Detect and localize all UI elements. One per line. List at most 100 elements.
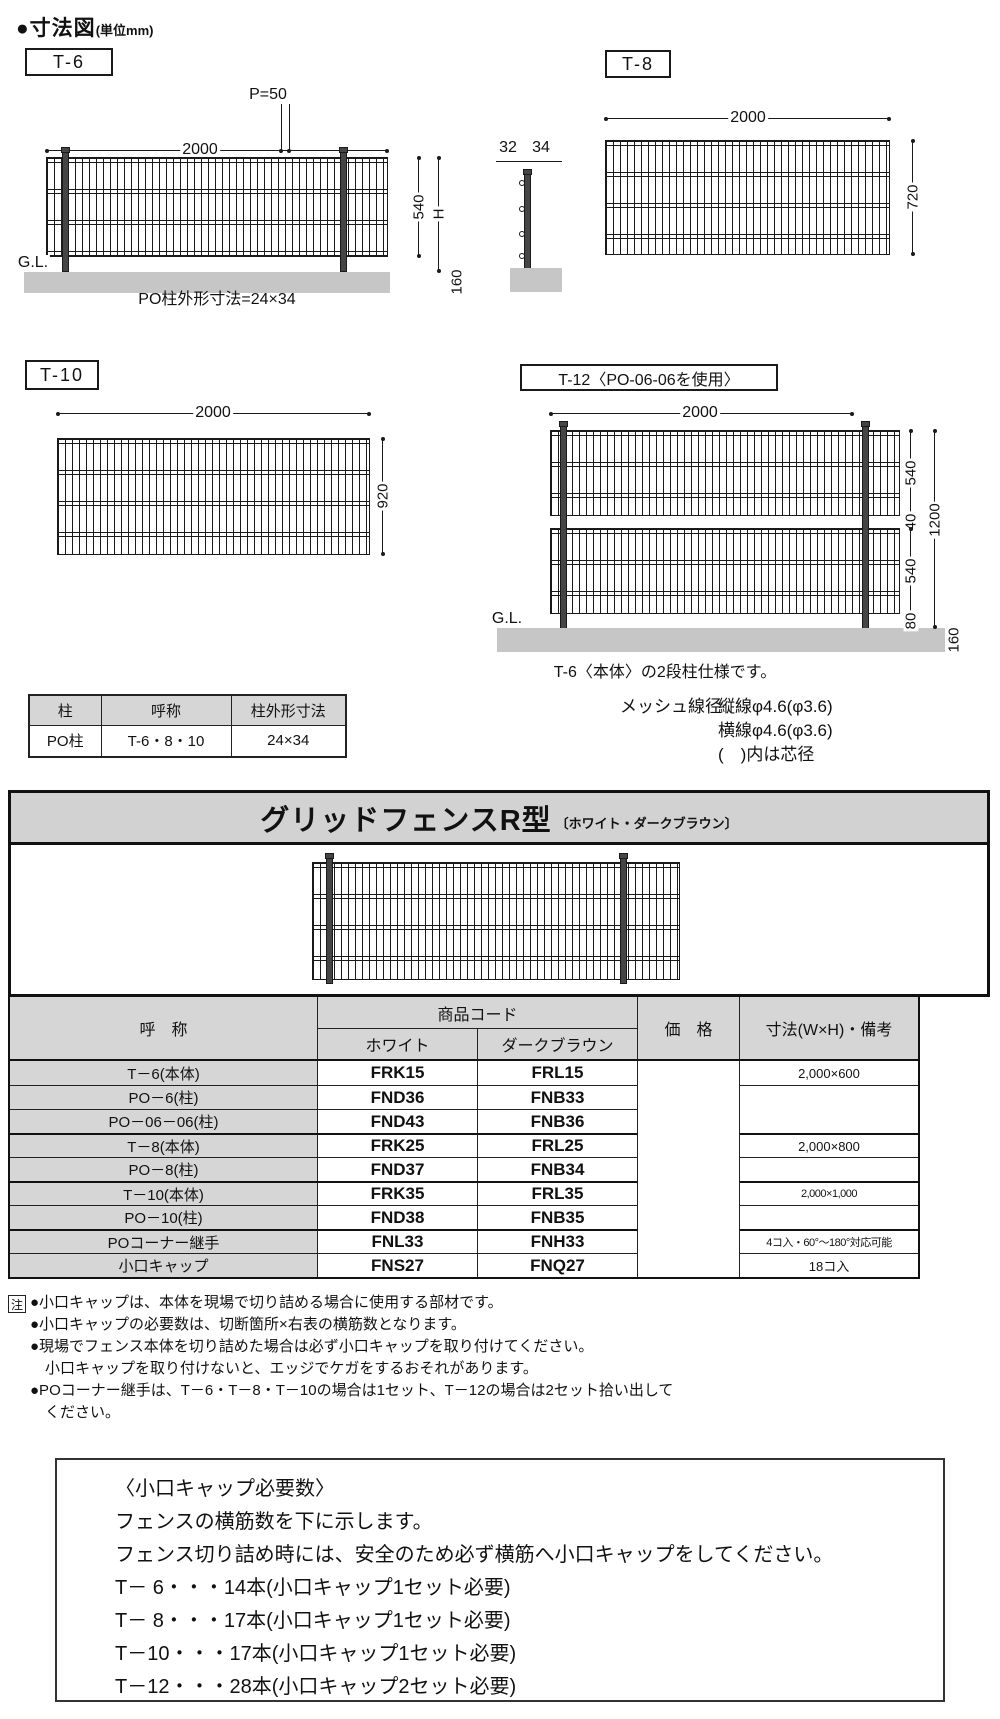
product-row-code-white: FND37: [318, 1157, 478, 1181]
product-row-name: PO－6(柱): [10, 1085, 318, 1109]
label-t8: T-8: [605, 50, 671, 78]
product-row-size: 2,000×1,000: [740, 1181, 918, 1205]
post-knob: [519, 206, 525, 212]
t6-ground: [24, 272, 390, 293]
t8-fence-panel: [605, 140, 890, 255]
t12-caption: T-6〈本体〉の2段柱仕様です。: [553, 664, 777, 681]
product-row-name: PO－8(柱): [10, 1157, 318, 1181]
post-knob: [519, 180, 525, 186]
dim-t6-pitch: P=50: [247, 86, 289, 103]
t6-caption: PO柱外形寸法=24×34: [138, 291, 296, 308]
note-line: 小口キャップを取り付けないと、エッジでケガをするおそれがあります。: [45, 1360, 538, 1377]
label-t10: T-10: [25, 360, 99, 390]
cap-box-line: T－12・・・28本(小口キャップ2セット必要): [115, 1676, 517, 1698]
product-table: 呼 称 商品コード ホワイト ダークブラウン 価 格 寸法(W×H)・備考 T－…: [8, 995, 920, 1279]
section-title-text: ●寸法図: [16, 17, 96, 40]
t10-fence-panel: [57, 438, 370, 555]
dim-t6-h: H: [430, 206, 448, 222]
t12-upper-panel: [550, 430, 900, 516]
t6-fence-panel: [46, 157, 388, 257]
cap-box-line: 〈小口キャップ必要数〉: [115, 1478, 335, 1500]
product-row-size: 4コ入・60°～180°対応可能: [740, 1229, 918, 1253]
t12-post-right: [861, 421, 870, 652]
dim-post-34: 34: [530, 139, 552, 156]
product-row-size: 18コ入: [740, 1253, 918, 1277]
product-row-code-white: FND36: [318, 1085, 478, 1109]
t12-lower-panel: [550, 528, 900, 614]
dim-t6-embed: 160: [448, 267, 466, 297]
cap-requirement-box: 〈小口キャップ必要数〉 フェンスの横筋数を下に示します。 フェンス切り詰め時には…: [55, 1458, 945, 1702]
post-knob: [519, 231, 525, 237]
product-row-name: T－10(本体): [10, 1181, 318, 1205]
leader-line: [289, 104, 290, 152]
product-row-code-brown: FNB34: [478, 1157, 638, 1181]
post-table-header: 呼称: [100, 694, 232, 726]
note-line: ●POコーナー継手は、T－6・T－8・T－10の場合は1セット、T－12の場合は…: [30, 1382, 674, 1399]
product-row-size: [740, 1157, 918, 1181]
product-row-name: T－6(本体): [10, 1061, 318, 1085]
cap-box-line: T－ 8・・・17本(小口キャップ1セット必要): [115, 1610, 511, 1632]
cap-box-line: T－10・・・17本(小口キャップ1セット必要): [115, 1643, 517, 1665]
dim-t6-width: 2000: [180, 141, 220, 158]
t12-post-left: [559, 421, 568, 652]
post-side-view: [523, 169, 532, 290]
mesh-note-title: メッシュ線径: [620, 697, 722, 716]
dim-t12-embed: 160: [945, 625, 963, 655]
dim-t10-width: 2000: [193, 404, 233, 421]
dim-post-32: 32: [497, 139, 519, 156]
section-title-unit: (単位mm): [95, 23, 154, 38]
product-row-size: 2,000×600: [798, 1065, 860, 1081]
post-side-ground: [510, 268, 562, 292]
dim-t8-width: 2000: [728, 109, 768, 126]
t12-ground: [497, 628, 945, 652]
t6-gl-label: G.L.: [15, 254, 51, 271]
product-title-bar: グリッドフェンスR型 〔ホワイト・ダークブラウン〕: [11, 793, 987, 845]
product-row-code-white: FND43: [318, 1109, 478, 1133]
dim-t6-540: 540: [410, 192, 428, 222]
product-row-code-white: FND38: [318, 1205, 478, 1229]
note-line: ●現場でフェンス本体を切り詰めた場合は必ず小口キャップを取り付けてください。: [30, 1338, 594, 1355]
product-row-code-white: FNS27: [318, 1253, 478, 1277]
product-row-name: POコーナー継手: [10, 1229, 318, 1253]
product-row-code-brown: FNB35: [478, 1205, 638, 1229]
product-title: グリッドフェンスR型: [260, 804, 552, 837]
product-row-code-brown: FNQ27: [478, 1253, 638, 1277]
column-header-code: 商品コード: [318, 997, 638, 1029]
product-row-code-white: FRK35: [318, 1181, 478, 1205]
product-row-name: PO－06－06(柱): [10, 1109, 318, 1133]
post-side-underline: [496, 161, 562, 162]
product-fence-image: [312, 862, 680, 980]
cap-box-line: フェンス切り詰め時には、安全のため必ず横筋へ小口キャップをしてください。: [115, 1544, 834, 1566]
note-line: ●小口キャップの必要数は、切断箇所×右表の横筋数となります。: [30, 1316, 466, 1333]
column-header-white: ホワイト: [318, 1029, 478, 1061]
leader-dot: [279, 149, 283, 153]
column-header-price: 価 格: [638, 997, 740, 1061]
section-title: ●寸法図(単位mm): [16, 12, 153, 42]
post-table-header: 柱外形寸法: [230, 694, 347, 726]
t12-gl-label: G.L.: [489, 610, 525, 627]
column-header-size: 寸法(W×H)・備考: [740, 997, 918, 1061]
cap-box-line: T－ 6・・・14本(小口キャップ1セット必要): [115, 1577, 511, 1599]
product-row-code-brown: FRL35: [478, 1181, 638, 1205]
product-row-size: [740, 1085, 918, 1109]
cap-box-line: フェンスの横筋数を下に示します。: [115, 1511, 433, 1533]
mesh-note-line2: 横線φ4.6(φ3.6): [718, 721, 833, 740]
product-fence-post-right: [619, 853, 628, 984]
label-t12: T-12〈PO-06-06を使用〉: [520, 364, 778, 391]
product-row-size: 2,000×800: [740, 1133, 918, 1157]
product-row-code-brown: FNB36: [478, 1109, 638, 1133]
product-row-name: 小口キャップ: [10, 1253, 318, 1277]
product-row-code-white: FRK15: [318, 1061, 478, 1085]
product-row-size: [740, 1109, 918, 1133]
dim-t12-width: 2000: [680, 404, 720, 421]
post-table-cell: 24×34: [230, 724, 347, 758]
post-table-cell: T-6・8・10: [100, 724, 232, 758]
dim-t12-upper: 540: [902, 458, 920, 488]
t6-post-right: [339, 147, 348, 272]
post-knob: [519, 253, 525, 259]
mesh-note-line1: 縦線φ4.6(φ3.6): [718, 697, 833, 716]
mesh-note-line3: ( )内は芯径: [718, 745, 815, 764]
post-table-cell: PO柱: [28, 724, 102, 758]
dim-t10-height: 920: [374, 481, 392, 511]
t6-post-left: [61, 147, 70, 272]
